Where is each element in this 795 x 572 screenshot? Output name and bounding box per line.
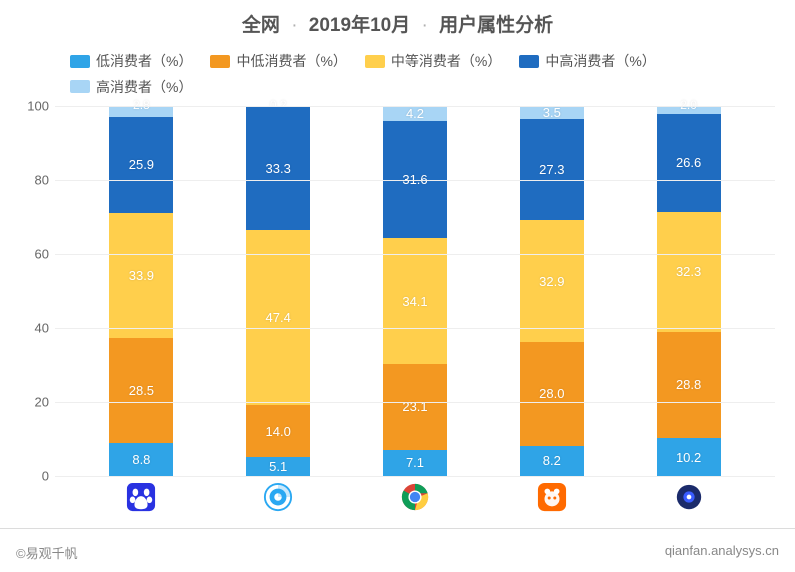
segment-label: 33.9 — [129, 268, 154, 283]
segment-label: 5.1 — [269, 459, 287, 474]
quark-icon — [674, 482, 704, 512]
y-tick-label: 80 — [15, 173, 49, 188]
legend-item-midhigh[interactable]: 中高消费者（%） — [519, 49, 655, 73]
legend-item-midlow[interactable]: 中低消费者（%） — [210, 49, 346, 73]
segment-label: 27.3 — [539, 162, 564, 177]
segment-label: 14.0 — [266, 424, 291, 439]
segment-label: 28.5 — [129, 383, 154, 398]
segment-midhigh: 27.3 — [520, 119, 584, 220]
segment-label: 34.1 — [402, 294, 427, 309]
legend-swatch — [365, 55, 385, 68]
segment-high: 4.2 — [383, 106, 447, 122]
bar-chrome[interactable]: 4.231.634.123.17.1 — [383, 106, 447, 476]
segment-low: 7.1 — [383, 450, 447, 476]
title-part3: 用户属性分析 — [439, 15, 553, 36]
legend: 低消费者（%） 中低消费者（%） 中等消费者（%） 中高消费者（%） 高消费者（%） — [0, 45, 795, 106]
segment-label: 47.4 — [266, 310, 291, 325]
gridline — [55, 106, 775, 107]
chart-plot-area: 2.825.933.928.58.80.233.347.414.05.14.23… — [55, 106, 775, 476]
segment-label: 32.3 — [676, 264, 701, 279]
segment-label: 4.2 — [406, 106, 424, 121]
footer: ©易观千帆 qianfan.analysys.cn — [0, 528, 795, 562]
y-tick-label: 60 — [15, 247, 49, 262]
segment-high: 2.8 — [109, 106, 173, 116]
bar-qq[interactable]: 0.233.347.414.05.1 — [246, 106, 310, 476]
segment-midlow: 28.5 — [109, 338, 173, 443]
legend-swatch — [519, 55, 539, 68]
segment-mid: 33.9 — [109, 213, 173, 338]
segment-label: 8.8 — [132, 452, 150, 467]
segment-low: 8.8 — [109, 443, 173, 476]
segment-mid: 34.1 — [383, 238, 447, 364]
segment-high: 3.5 — [520, 106, 584, 119]
title-part1: 全网 — [242, 15, 280, 36]
legend-label: 低消费者（%） — [96, 49, 192, 73]
footer-copyright: ©易观千帆 — [16, 543, 78, 562]
segment-high: 2.0 — [657, 106, 721, 113]
bar-baidu[interactable]: 2.8 25.9 33.9 28.5 8.8 — [109, 106, 173, 476]
bar-quark[interactable]: 2.0 26.6 32.3 28.8 10.2 — [657, 106, 721, 476]
segment-midlow: 28.0 — [520, 342, 584, 446]
chart-title: 全网 · 2019年10月 · 用户属性分析 — [0, 0, 795, 45]
segment-label: 7.1 — [406, 455, 424, 470]
baidu-icon — [126, 482, 156, 512]
legend-label: 高消费者（%） — [96, 75, 192, 99]
uc-icon — [537, 482, 567, 512]
legend-label: 中高消费者（%） — [545, 49, 655, 73]
segment-mid: 47.4 — [246, 230, 310, 405]
segment-midlow: 14.0 — [246, 405, 310, 457]
title-sep: · — [291, 15, 297, 36]
segment-label: 26.6 — [676, 155, 701, 170]
segment-label: 8.2 — [543, 453, 561, 468]
legend-item-high[interactable]: 高消费者（%） — [70, 75, 192, 99]
legend-swatch — [70, 80, 90, 93]
y-tick-label: 20 — [15, 395, 49, 410]
segment-label: 10.2 — [676, 450, 701, 465]
bar-uc[interactable]: 3.5 27.3 32.9 28.0 8.2 — [520, 106, 584, 476]
gridline — [55, 254, 775, 255]
legend-swatch — [70, 55, 90, 68]
segment-mid: 32.3 — [657, 212, 721, 332]
qq-icon — [263, 482, 293, 512]
footer-url: qianfan.analysys.cn — [665, 543, 779, 562]
segment-midhigh: 33.3 — [246, 107, 310, 230]
title-part2: 2019年10月 — [309, 15, 410, 36]
y-tick-label: 100 — [15, 99, 49, 114]
gridline — [55, 328, 775, 329]
segment-label: 3.5 — [543, 105, 561, 120]
y-tick-label: 0 — [15, 469, 49, 484]
legend-label: 中等消费者（%） — [391, 49, 501, 73]
segment-label: 32.9 — [539, 274, 564, 289]
legend-item-mid[interactable]: 中等消费者（%） — [365, 49, 501, 73]
segment-low: 8.2 — [520, 446, 584, 476]
legend-swatch — [210, 55, 230, 68]
segment-midlow: 23.1 — [383, 364, 447, 449]
segment-mid: 32.9 — [520, 220, 584, 342]
segment-midhigh: 26.6 — [657, 114, 721, 212]
legend-item-low[interactable]: 低消费者（%） — [70, 49, 192, 73]
segment-midhigh: 25.9 — [109, 117, 173, 213]
segment-label: 25.9 — [129, 157, 154, 172]
segment-low: 5.1 — [246, 457, 310, 476]
segment-label: 28.0 — [539, 386, 564, 401]
chrome-icon — [400, 482, 430, 512]
legend-label: 中低消费者（%） — [236, 49, 346, 73]
x-axis-icons — [55, 476, 775, 521]
segment-label: 28.8 — [676, 377, 701, 392]
segment-low: 10.2 — [657, 438, 721, 476]
segment-label: 33.3 — [266, 161, 291, 176]
gridline — [55, 402, 775, 403]
gridline — [55, 180, 775, 181]
title-sep: · — [421, 15, 427, 36]
segment-midlow: 28.8 — [657, 332, 721, 439]
y-tick-label: 40 — [15, 321, 49, 336]
